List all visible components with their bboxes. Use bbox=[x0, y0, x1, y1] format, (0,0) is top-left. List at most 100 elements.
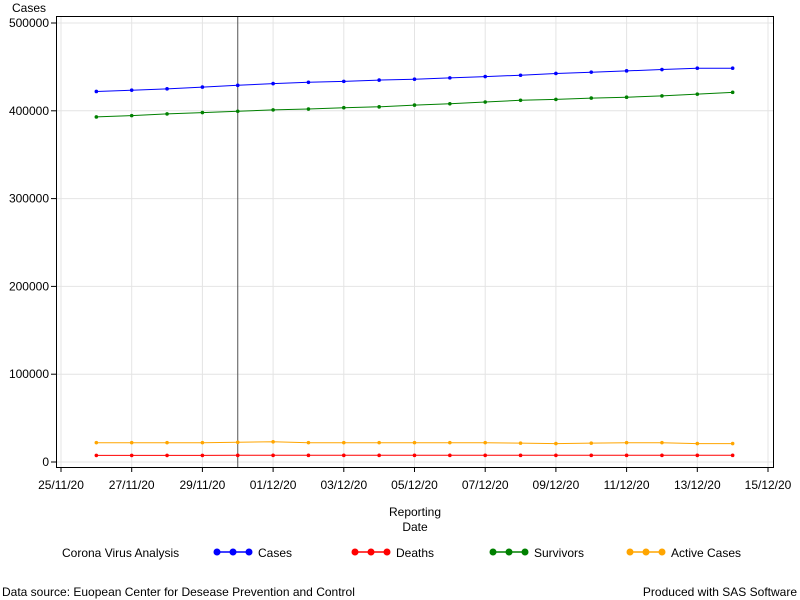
data-point-deaths bbox=[377, 453, 381, 458]
produced-with-note: Produced with SAS Software bbox=[643, 585, 797, 599]
y-tick-label: 300000 bbox=[9, 192, 49, 206]
data-point-deaths bbox=[554, 453, 558, 458]
data-point-cases bbox=[518, 73, 523, 78]
x-axis-label-line-1: Reporting bbox=[389, 505, 441, 519]
x-tick-label: 07/12/20 bbox=[462, 478, 509, 492]
legend-marker-cases bbox=[245, 548, 253, 556]
data-point-active-cases bbox=[660, 440, 664, 445]
data-point-active-cases bbox=[589, 441, 594, 445]
data-point-survivors bbox=[165, 112, 169, 116]
data-point-active-cases bbox=[730, 441, 735, 446]
data-point-cases bbox=[200, 85, 205, 89]
data-point-survivors bbox=[730, 90, 735, 95]
data-point-cases bbox=[660, 67, 664, 72]
data-point-deaths bbox=[518, 453, 523, 458]
legend-label-active-cases: Active Cases bbox=[671, 546, 741, 560]
data-point-active-cases bbox=[518, 441, 523, 445]
x-tick-label: 27/11/20 bbox=[109, 478, 155, 492]
data-point-survivors bbox=[342, 105, 346, 110]
data-point-survivors bbox=[695, 92, 700, 96]
data-point-deaths bbox=[235, 453, 240, 458]
data-point-active-cases bbox=[448, 440, 452, 445]
legend-marker-cases bbox=[229, 548, 237, 556]
data-point-survivors bbox=[200, 110, 205, 115]
data-point-active-cases bbox=[412, 440, 417, 445]
data-point-deaths bbox=[730, 453, 735, 458]
data-point-survivors bbox=[412, 103, 417, 107]
data-point-deaths bbox=[129, 453, 134, 458]
data-point-cases bbox=[271, 81, 275, 86]
data-point-active-cases bbox=[94, 440, 99, 445]
legend-marker-deaths bbox=[383, 548, 391, 556]
data-point-active-cases bbox=[342, 440, 346, 445]
grid-lines bbox=[57, 17, 773, 467]
legend-marker-deaths bbox=[367, 548, 375, 556]
data-point-deaths bbox=[660, 453, 664, 458]
data-point-survivors bbox=[94, 115, 99, 119]
data-point-deaths bbox=[165, 453, 169, 458]
x-tick-label: 29/11/20 bbox=[179, 478, 225, 492]
data-point-cases bbox=[448, 76, 452, 80]
y-tick-label: 500000 bbox=[9, 16, 49, 30]
data-point-active-cases bbox=[554, 441, 558, 446]
legend-label-survivors: Survivors bbox=[534, 546, 584, 560]
data-point-deaths bbox=[448, 453, 452, 458]
legend-title: Corona Virus Analysis bbox=[62, 546, 179, 560]
data-point-deaths bbox=[200, 453, 205, 458]
y-axis-label: Cases bbox=[12, 1, 46, 15]
data-point-cases bbox=[554, 71, 558, 76]
x-tick-label: 11/12/20 bbox=[604, 478, 650, 492]
data-point-active-cases bbox=[235, 440, 240, 445]
data-point-survivors bbox=[235, 109, 240, 114]
legend-marker-survivors bbox=[505, 548, 513, 556]
x-tick-label: 25/11/20 bbox=[38, 478, 84, 492]
data-point-cases bbox=[377, 78, 381, 82]
data-point-deaths bbox=[94, 453, 99, 458]
x-tick-label: 13/12/20 bbox=[674, 478, 721, 492]
data-point-cases bbox=[624, 69, 629, 73]
data-point-deaths bbox=[589, 453, 594, 458]
legend-marker-survivors bbox=[489, 548, 497, 556]
data-point-deaths bbox=[342, 453, 346, 458]
data-point-cases bbox=[412, 77, 417, 81]
y-tick-label: 200000 bbox=[9, 279, 49, 293]
legend: Corona Virus Analysis Cases Deaths Survivo… bbox=[62, 546, 741, 560]
data-point-cases bbox=[589, 70, 594, 74]
data-point-cases bbox=[129, 88, 134, 92]
x-axis-label-line-2: Date bbox=[402, 520, 428, 534]
data-point-survivors bbox=[271, 108, 275, 112]
data-point-active-cases bbox=[377, 440, 381, 445]
series-group bbox=[94, 66, 735, 458]
data-point-active-cases bbox=[165, 440, 169, 445]
data-point-deaths bbox=[306, 453, 311, 458]
data-point-cases bbox=[306, 80, 311, 85]
data-source-note: Data source: Euopean Center for Desease … bbox=[2, 585, 355, 599]
data-point-deaths bbox=[624, 453, 629, 458]
data-point-survivors bbox=[377, 105, 381, 109]
data-point-active-cases bbox=[200, 440, 205, 445]
data-point-deaths bbox=[483, 453, 488, 458]
legend-marker-survivors bbox=[521, 548, 529, 556]
data-point-deaths bbox=[271, 453, 275, 458]
legend-marker-active-cases bbox=[642, 548, 650, 556]
y-axis: 0 100000 200000 300000 400000 500000 bbox=[9, 16, 56, 469]
legend-marker-active-cases bbox=[658, 548, 666, 556]
data-point-survivors bbox=[660, 94, 664, 98]
data-point-deaths bbox=[412, 453, 417, 458]
data-point-cases bbox=[342, 79, 346, 84]
x-axis: 25/11/20 27/11/20 29/11/20 01/12/20 03/12/20… bbox=[38, 467, 792, 492]
data-point-survivors bbox=[518, 98, 523, 103]
x-tick-label: 15/12/20 bbox=[745, 478, 792, 492]
y-tick-label: 100000 bbox=[9, 367, 49, 381]
data-point-survivors bbox=[129, 113, 134, 118]
data-point-survivors bbox=[483, 100, 488, 104]
data-point-active-cases bbox=[271, 440, 275, 444]
data-point-survivors bbox=[624, 95, 629, 99]
x-tick-label: 01/12/20 bbox=[250, 478, 297, 492]
data-point-active-cases bbox=[306, 440, 311, 445]
data-point-cases bbox=[483, 74, 488, 79]
data-point-active-cases bbox=[483, 440, 488, 445]
y-tick-label: 400000 bbox=[9, 104, 49, 118]
data-point-deaths bbox=[695, 453, 700, 458]
